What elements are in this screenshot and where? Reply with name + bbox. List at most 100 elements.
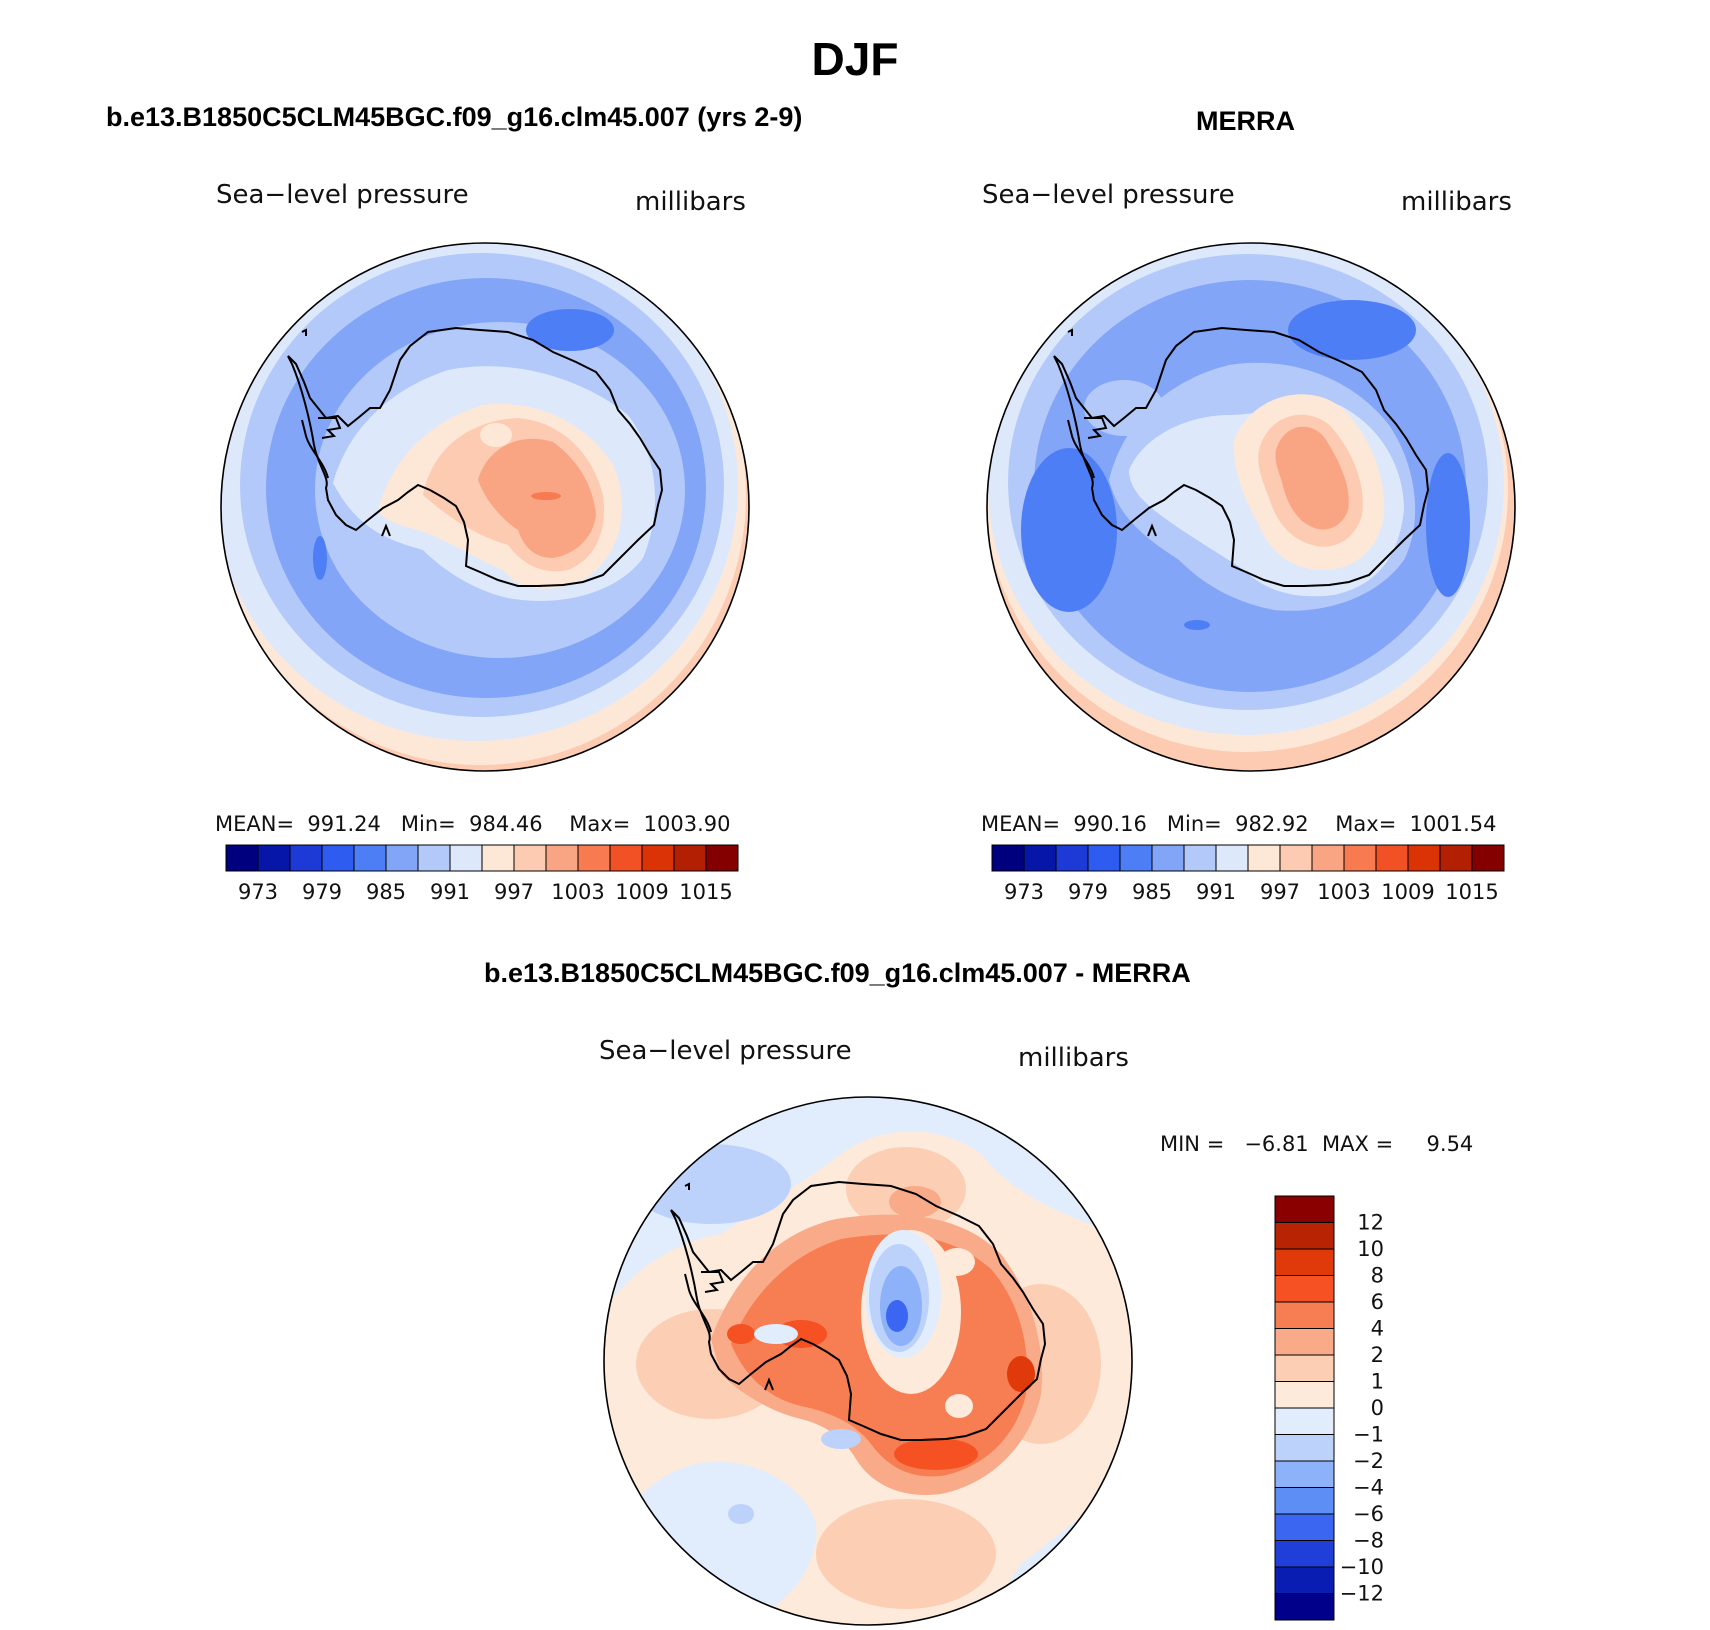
colorbar-tick-label: 10 [1357, 1237, 1384, 1261]
field-band [480, 423, 512, 447]
colorbar-tick-label: −4 [1353, 1476, 1384, 1500]
colorbar-swatch [1247, 844, 1281, 872]
colorbar-tick-label: 1 [1371, 1370, 1384, 1394]
colorbar-tick-label: 985 [1132, 880, 1172, 904]
colorbar-tick-label: 4 [1371, 1317, 1384, 1341]
colorbar-swatch [225, 844, 259, 872]
colorbar-tick-label: 979 [302, 880, 342, 904]
high-anomaly-cell [1007, 1356, 1035, 1392]
colorbar-tick-label: −1 [1353, 1423, 1384, 1447]
colorbar-tick-label: 1003 [551, 880, 604, 904]
colorbar-swatch [1311, 844, 1345, 872]
ice-shelf-coast [318, 417, 342, 439]
colorbar-swatch [1119, 844, 1153, 872]
colorbar-swatch [673, 844, 707, 872]
colorbar-swatch [1274, 1275, 1335, 1303]
antarctica-coastline [670, 1180, 1047, 1441]
colorbar-swatch [1151, 844, 1185, 872]
colorbar-tick-label: −10 [1340, 1555, 1384, 1579]
colorbar-tick-label: 2 [1371, 1343, 1384, 1367]
colorbar-swatch [1087, 844, 1121, 872]
colorbar-swatch [1274, 1328, 1335, 1356]
antarctic-peninsula-coast [301, 419, 329, 479]
field-band [889, 1186, 941, 1218]
colorbar-swatch [1055, 844, 1089, 872]
ice-shelf-coast [1084, 417, 1108, 439]
field-band [945, 1394, 973, 1418]
colorbar-tick-label: 6 [1371, 1290, 1384, 1314]
diff-units-label: millibars [1018, 1043, 1129, 1073]
colorbar-swatch [705, 844, 739, 872]
colorbar-tick-label: 1015 [679, 880, 732, 904]
model-panel-title: b.e13.B1850C5CLM45BGC.f09_g16.clm45.007 … [106, 102, 803, 132]
colorbar-swatch [321, 844, 355, 872]
colorbar-swatch [1023, 844, 1057, 872]
antarctica-coastline [1053, 326, 1430, 587]
colorbar-tick-label: 0 [1371, 1396, 1384, 1420]
field-band [631, 1144, 791, 1224]
south-america-coast [225, 357, 232, 375]
antarctic-peninsula-coast [684, 1273, 712, 1333]
antarctica-coastline [287, 326, 664, 587]
field-band [821, 1429, 861, 1449]
colorbar-tick-label: 997 [1260, 880, 1300, 904]
island-coast [764, 1377, 774, 1391]
colorbar-swatch [1215, 844, 1249, 872]
colorbar-tick-label: −6 [1353, 1502, 1384, 1526]
colorbar-swatch [1407, 844, 1441, 872]
model-colorbar: 973 979 985 991 997 1003 1009 1015 [225, 844, 739, 904]
low-pressure-cell [1426, 453, 1470, 597]
colorbar-swatch [1274, 1354, 1335, 1382]
colorbar-tick-label: 1015 [1445, 880, 1498, 904]
colorbar-tick-label: −12 [1340, 1582, 1384, 1606]
island-coast [1147, 523, 1157, 537]
colorbar-swatch [449, 844, 483, 872]
island-coast [1067, 328, 1073, 336]
colorbar-swatch [1274, 1195, 1335, 1223]
colorbar-tick-label: 991 [430, 880, 470, 904]
field-band [939, 1248, 975, 1276]
model-units-label: millibars [635, 187, 746, 217]
island-coast [684, 1182, 690, 1190]
colorbar-swatch [1183, 844, 1217, 872]
low-anomaly-cell [886, 1300, 908, 1332]
colorbar-swatch [991, 844, 1025, 872]
low-pressure-cell [1021, 448, 1117, 612]
colorbar-swatch [1274, 1248, 1335, 1276]
colorbar-tick-label: 973 [238, 880, 278, 904]
island-coast [381, 523, 391, 537]
colorbar-swatch [545, 844, 579, 872]
colorbar-swatch [1274, 1222, 1335, 1250]
field-band [754, 1324, 798, 1344]
high-anomaly-cell [727, 1324, 755, 1344]
colorbar-tick-label: 991 [1196, 880, 1236, 904]
colorbar-tick-label: −8 [1353, 1529, 1384, 1553]
obs-units-label: millibars [1401, 187, 1512, 217]
field-band [816, 1499, 996, 1609]
field-band [1275, 426, 1349, 530]
colorbar-tick-label: −2 [1353, 1449, 1384, 1473]
page-title: DJF [811, 33, 899, 85]
colorbar-swatch [385, 844, 419, 872]
low-pressure-cell [1184, 620, 1210, 630]
colorbar-swatch [1343, 844, 1377, 872]
map-boundary [986, 242, 1516, 772]
colorbar-swatch [1274, 1407, 1335, 1435]
colorbar-swatch [1439, 844, 1473, 872]
model-polar-map [220, 242, 750, 772]
island-coast [301, 328, 307, 336]
colorbar-swatch [353, 844, 387, 872]
colorbar-tick-label: 8 [1371, 1264, 1384, 1288]
diff-stats: MIN = −6.81 MAX = 9.54 [1160, 1132, 1474, 1156]
model-stats: MEAN= 991.24 Min= 984.46 Max= 1003.90 [215, 812, 731, 836]
colorbar-swatch [1274, 1301, 1335, 1329]
colorbar-swatch [1274, 1513, 1335, 1541]
colorbar-swatch [1274, 1381, 1335, 1409]
low-pressure-cell [526, 309, 614, 351]
obs-panel-title: MERRA [1196, 106, 1295, 136]
colorbar-swatch [641, 844, 675, 872]
colorbar-swatch [1274, 1566, 1335, 1594]
colorbar-swatch [609, 844, 643, 872]
high-pressure-cell [531, 492, 561, 500]
